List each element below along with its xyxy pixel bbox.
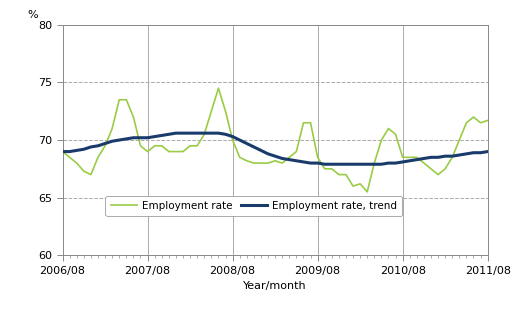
Employment rate [442,167,448,171]
Employment rate, trend [485,150,491,154]
X-axis label: Year/month: Year/month [243,281,307,291]
Employment rate, trend [442,154,448,158]
Employment rate, trend [60,150,66,154]
Employment rate [60,150,66,154]
Employment rate, trend [322,162,328,166]
Employment rate, trend [293,159,299,163]
Line: Employment rate, trend: Employment rate, trend [63,133,488,164]
Line: Employment rate: Employment rate [63,88,488,192]
Employment rate [144,150,151,154]
Employment rate, trend [173,131,179,135]
Employment rate [293,150,299,154]
Y-axis label: %: % [28,10,38,20]
Employment rate, trend [329,162,335,166]
Employment rate [208,110,214,113]
Employment rate [485,119,491,122]
Employment rate [364,190,371,194]
Employment rate, trend [144,136,151,139]
Employment rate, trend [159,134,165,137]
Employment rate, trend [215,131,222,135]
Employment rate [159,144,165,148]
Employment rate [322,167,328,171]
Employment rate [215,86,222,90]
Legend: Employment rate, Employment rate, trend: Employment rate, Employment rate, trend [105,196,402,216]
